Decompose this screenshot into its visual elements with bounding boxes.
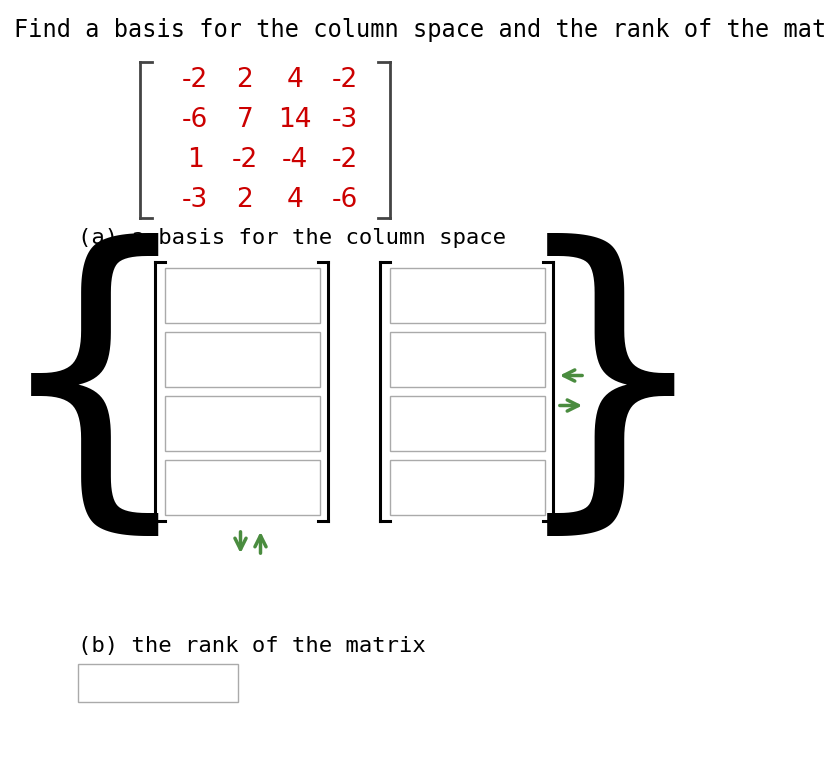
Text: 2: 2 [236,67,254,93]
Bar [390,460,545,515]
Text: -2: -2 [232,147,258,173]
Text: 14: 14 [278,107,311,133]
Text: {: { [0,233,200,551]
Text: -6: -6 [182,107,208,133]
Bar [390,396,545,451]
Bar [390,332,545,387]
Text: 7: 7 [236,107,254,133]
Text: Find a basis for the column space and the rank of the matrix.: Find a basis for the column space and th… [14,18,826,42]
Text: -4: -4 [282,147,308,173]
Bar [390,268,545,323]
Bar [165,332,320,387]
Text: -2: -2 [182,67,208,93]
Text: (a) a basis for the column space: (a) a basis for the column space [78,228,506,248]
Text: 1: 1 [187,147,203,173]
Bar [165,460,320,515]
Text: -3: -3 [182,187,208,213]
Bar [165,396,320,451]
Text: (b) the rank of the matrix: (b) the rank of the matrix [78,636,425,656]
Text: 4: 4 [287,187,303,213]
Text: -2: -2 [332,147,358,173]
Text: -6: -6 [332,187,358,213]
Text: 4: 4 [287,67,303,93]
Bar [165,268,320,323]
Text: -2: -2 [332,67,358,93]
Text: -3: -3 [332,107,358,133]
Text: 2: 2 [236,187,254,213]
Bar [78,664,238,702]
Text: }: } [506,233,716,551]
